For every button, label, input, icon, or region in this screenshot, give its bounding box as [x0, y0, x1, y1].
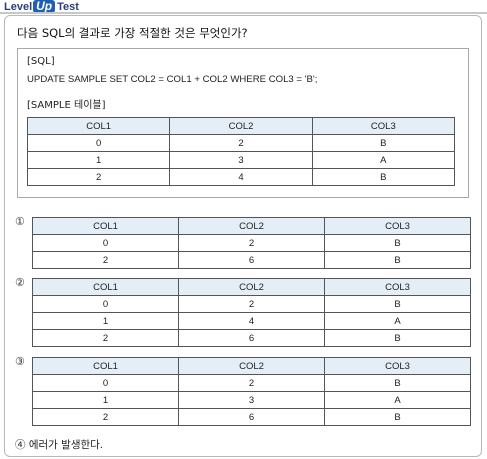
- table-cell: 0: [26, 134, 171, 152]
- column-header: COL1: [32, 357, 179, 375]
- table-cell: A: [311, 151, 456, 169]
- table-row: 0 2 B: [32, 234, 471, 252]
- table-row: 1 3 A: [26, 151, 456, 169]
- sample-table: COL1 COL2 COL3 0 2 B 1 3 A 2 4: [26, 117, 456, 186]
- table-cell: 0: [32, 295, 179, 313]
- column-header: COL1: [26, 117, 171, 135]
- table-cell: 4: [178, 312, 325, 330]
- table-header-row: COL1 COL2 COL3: [32, 357, 471, 375]
- option-4-marker: ④: [15, 439, 26, 451]
- table-cell: 3: [169, 151, 313, 169]
- option-4[interactable]: ④ 에러가 발생한다.: [15, 437, 103, 452]
- column-header: COL2: [178, 217, 325, 235]
- question-card: 다음 SQL의 결과로 가장 적절한 것은 무엇인가? [SQL] UPDATE…: [4, 15, 482, 457]
- sql-tag: [SQL]: [27, 56, 55, 67]
- option-2-table[interactable]: COL1 COL2 COL3 0 2 B 1 4 A 2 6 B: [32, 278, 471, 347]
- table-cell: 2: [178, 374, 325, 392]
- option-1-table[interactable]: COL1 COL2 COL3 0 2 B 2 6 B: [32, 217, 471, 269]
- table-row: 2 6 B: [32, 408, 471, 426]
- table-cell: B: [311, 134, 456, 152]
- level-up-test-logo: Level Up Test: [4, 0, 79, 13]
- table-cell: 6: [178, 251, 325, 269]
- table-row: 0 2 B: [32, 374, 471, 392]
- header-divider: [0, 12, 487, 14]
- question-text: 다음 SQL의 결과로 가장 적절한 것은 무엇인가?: [17, 26, 248, 40]
- table-header-row: COL1 COL2 COL3: [32, 217, 471, 235]
- table-cell: B: [324, 234, 471, 252]
- table-row: 0 2 B: [32, 295, 471, 313]
- column-header: COL1: [32, 278, 179, 296]
- table-cell: 3: [178, 391, 325, 409]
- table-cell: B: [324, 374, 471, 392]
- table-cell: 2: [178, 295, 325, 313]
- table-cell: 6: [178, 408, 325, 426]
- table-row: 2 4 B: [26, 168, 456, 186]
- table-cell: 2: [32, 251, 179, 269]
- question-box: [SQL] UPDATE SAMPLE SET COL2 = COL1 + CO…: [17, 48, 469, 198]
- sample-table-tag: [SAMPLE 테이블]: [27, 100, 106, 111]
- table-header-row: COL1 COL2 COL3: [32, 278, 471, 296]
- table-cell: 1: [32, 391, 179, 409]
- table-row: 1 4 A: [32, 312, 471, 330]
- column-header: COL2: [178, 278, 325, 296]
- table-cell: 0: [32, 374, 179, 392]
- sql-statement: UPDATE SAMPLE SET COL2 = COL1 + COL2 WHE…: [27, 74, 318, 85]
- option-3-marker[interactable]: ③: [15, 355, 25, 368]
- table-cell: 2: [32, 408, 179, 426]
- table-cell: 0: [32, 234, 179, 252]
- table-row: 2 6 B: [32, 251, 471, 269]
- table-cell: 2: [178, 234, 325, 252]
- logo-level-text: Level: [4, 0, 33, 13]
- column-header: COL2: [178, 357, 325, 375]
- table-cell: 1: [26, 151, 171, 169]
- table-row: 1 3 A: [32, 391, 471, 409]
- table-header-row: COL1 COL2 COL3: [26, 117, 456, 135]
- column-header: COL3: [324, 217, 471, 235]
- table-cell: 1: [32, 312, 179, 330]
- logo-test-text: Test: [57, 0, 79, 13]
- table-cell: A: [324, 391, 471, 409]
- table-cell: A: [324, 312, 471, 330]
- table-cell: B: [324, 251, 471, 269]
- table-cell: B: [324, 295, 471, 313]
- table-cell: B: [311, 168, 456, 186]
- logo-up-badge: Up: [33, 0, 56, 13]
- table-cell: 2: [169, 134, 313, 152]
- page-header: Level Up Test: [0, 0, 487, 17]
- column-header: COL3: [311, 117, 456, 135]
- column-header: COL3: [324, 278, 471, 296]
- table-cell: B: [324, 408, 471, 426]
- column-header: COL3: [324, 357, 471, 375]
- table-cell: 4: [169, 168, 313, 186]
- table-cell: 2: [26, 168, 171, 186]
- option-1-marker[interactable]: ①: [15, 215, 25, 228]
- option-4-text: 에러가 발생한다.: [28, 439, 104, 451]
- table-cell: B: [324, 329, 471, 347]
- column-header: COL1: [32, 217, 179, 235]
- option-3-table[interactable]: COL1 COL2 COL3 0 2 B 1 3 A 2 6 B: [32, 357, 471, 426]
- table-row: 0 2 B: [26, 134, 456, 152]
- option-2-marker[interactable]: ②: [15, 276, 25, 289]
- table-cell: 6: [178, 329, 325, 347]
- column-header: COL2: [169, 117, 313, 135]
- table-row: 2 6 B: [32, 329, 471, 347]
- table-cell: 2: [32, 329, 179, 347]
